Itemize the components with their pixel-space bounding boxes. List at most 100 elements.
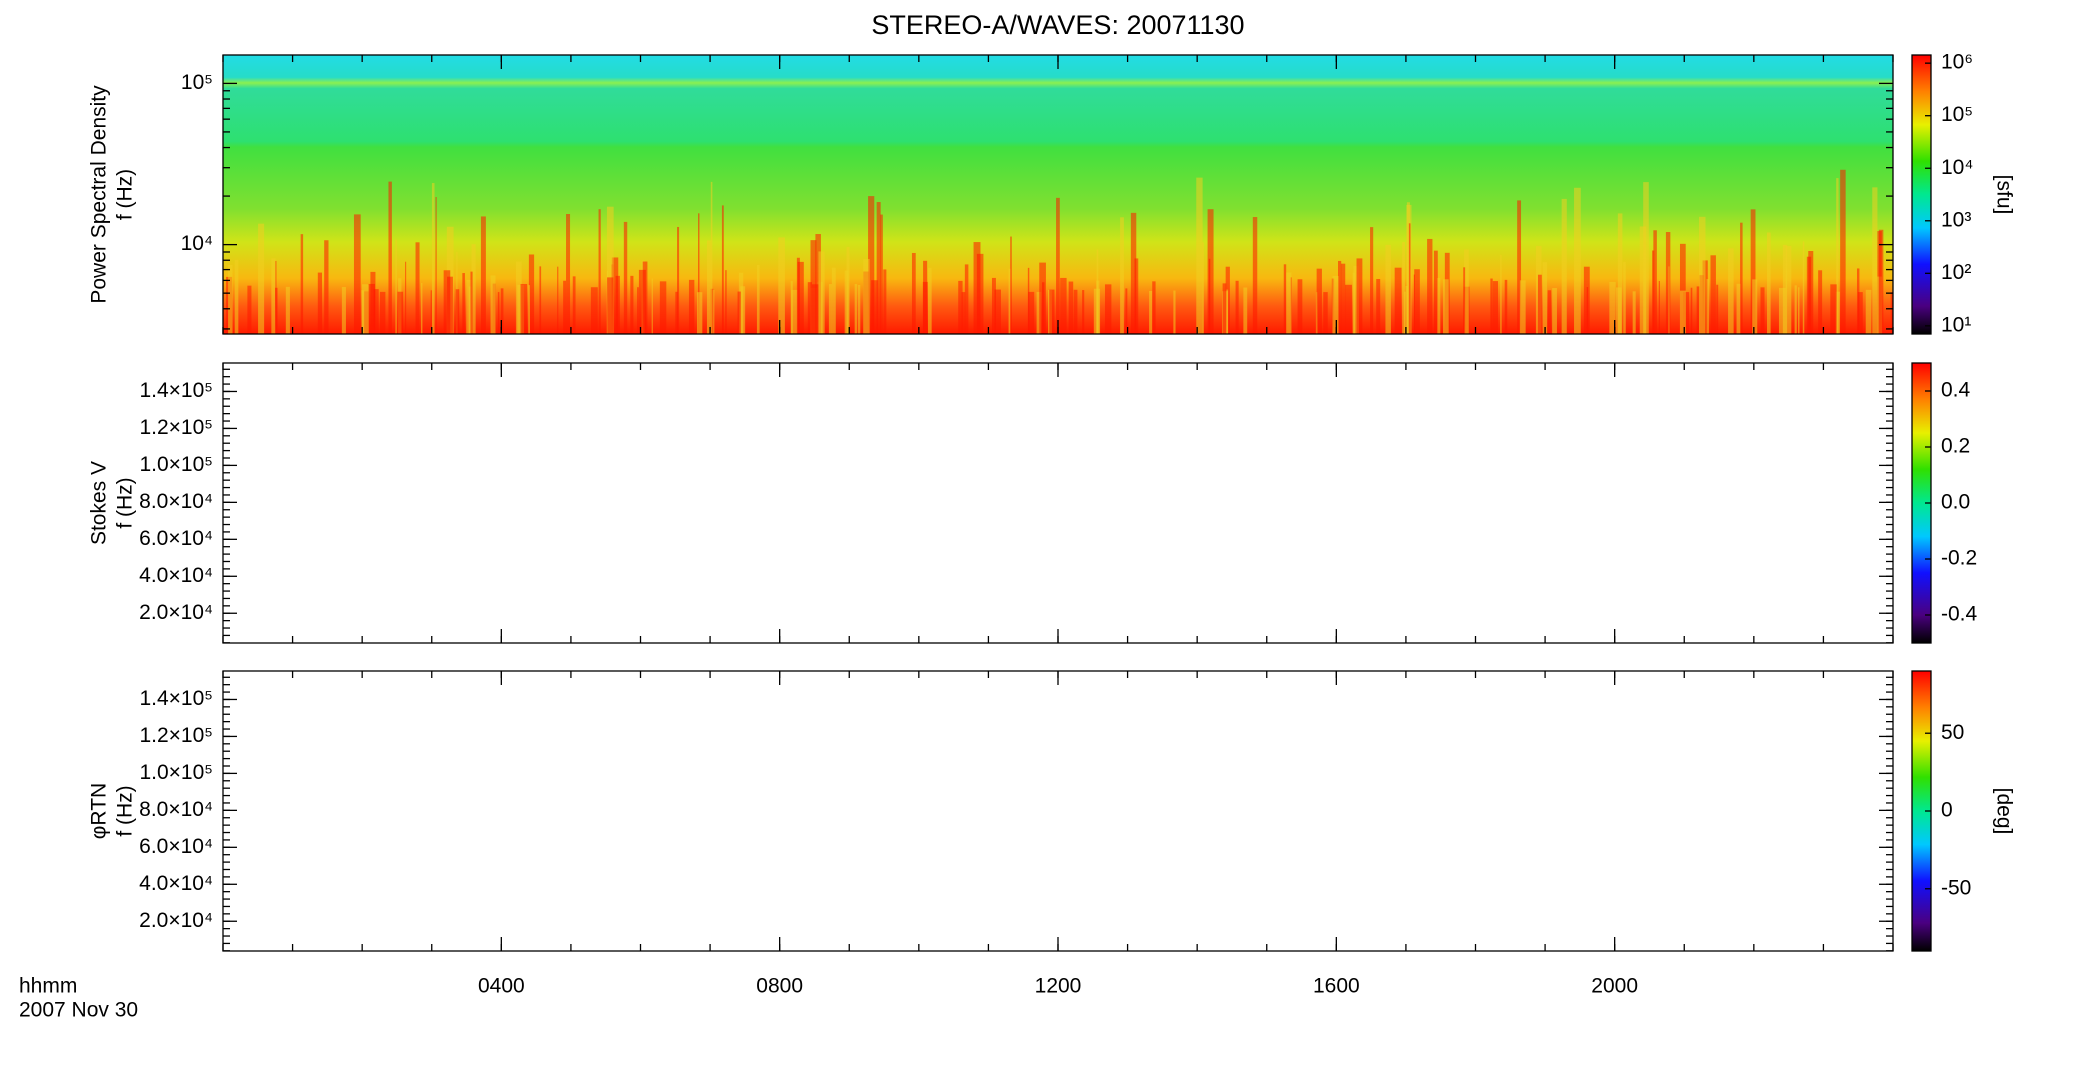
spectrogram-streak: [1039, 262, 1046, 334]
y-tick-label: 6.0×10⁴: [139, 527, 213, 550]
spectrogram-streak: [462, 273, 465, 334]
spectrogram-streak: [1408, 223, 1411, 334]
x-axis-label: 2007 Nov 30: [19, 999, 138, 1022]
spectrogram-streak: [1345, 284, 1352, 334]
spectrogram-streak: [1653, 230, 1657, 334]
spectrogram-streak: [1643, 182, 1649, 334]
spectrogram-streak: [1586, 287, 1589, 334]
spectrogram-streak: [1353, 265, 1359, 334]
spectrogram-streak: [1736, 283, 1741, 334]
spectrogram-streak: [563, 280, 567, 334]
spectrogram-streak: [1706, 279, 1709, 334]
y-tick-label: 8.0×10⁴: [139, 798, 213, 821]
spectrogram-streak: [1552, 288, 1557, 334]
y-tick-label: 1.2×10⁵: [139, 416, 213, 439]
colorbar-tick-label: 10³: [1941, 208, 1971, 231]
spectrogram-streak: [1537, 274, 1542, 334]
spectrogram-streak: [1356, 258, 1363, 334]
spectrogram-streak: [471, 244, 476, 334]
spectrogram-streak: [275, 260, 277, 334]
spectrogram-streak: [1696, 286, 1700, 334]
spectrogram-streak: [1376, 278, 1381, 334]
spectrogram-streak: [868, 196, 875, 334]
spectrogram-streak: [430, 290, 432, 334]
spectrogram-streak: [1658, 281, 1660, 334]
spectrogram-streak: [370, 271, 376, 334]
spectrogram-streak: [1818, 270, 1823, 334]
spectrogram-streak: [606, 206, 614, 334]
spectrogram-streak: [1782, 244, 1788, 334]
spectrogram-streak: [1414, 269, 1420, 334]
spectrogram-streak: [961, 292, 966, 334]
spectrogram-streak: [353, 214, 361, 334]
spectrogram-streak: [566, 213, 571, 334]
colorbar-tick-label: -0.2: [1941, 547, 1977, 570]
spectrogram-streak: [791, 289, 798, 334]
colorbar-tick-label: -0.4: [1941, 603, 1978, 626]
spectrogram-streak: [1338, 260, 1342, 334]
colorbar-tick-label: -50: [1941, 876, 1971, 899]
colorbar-tick-label: 50: [1941, 721, 1964, 744]
spectrogram-streak: [466, 279, 473, 334]
spectrogram-streak: [421, 283, 423, 334]
spectrogram-streak: [1010, 236, 1012, 334]
spectrogram-streak: [1332, 275, 1339, 334]
spectrogram-streak: [1463, 267, 1466, 334]
spectrogram-streak: [1561, 198, 1567, 334]
spectrogram-streak: [1547, 290, 1552, 334]
spectrogram-streak: [1740, 222, 1743, 334]
spectrogram-streak: [1297, 279, 1303, 334]
spectrogram-streak: [528, 285, 530, 334]
spectrogram-streak: [1385, 244, 1391, 334]
spectrogram-streak: [637, 287, 639, 334]
y-tick-label: 2.0×10⁴: [139, 909, 213, 932]
spectrogram-streak: [911, 252, 916, 334]
spectrogram-streak: [1690, 287, 1693, 334]
colorbar: [1911, 54, 1932, 335]
spectrogram-streak: [1427, 238, 1433, 334]
spectrogram-streak: [324, 240, 329, 334]
spectrogram-streak: [994, 289, 1001, 334]
spectrogram-streak: [1340, 263, 1346, 334]
spectrogram-streak: [572, 276, 576, 334]
y-axis-label: Power Spectral Density: [88, 85, 111, 304]
spectrogram-streak: [1352, 272, 1356, 334]
spectrogram-streak: [810, 240, 817, 334]
spectrogram-streak: [964, 264, 969, 334]
colorbar-label: [sfu]: [1992, 175, 2015, 215]
spectrogram-streak: [1617, 213, 1623, 334]
spectrogram-streak: [863, 258, 870, 334]
spectrogram-streak: [1402, 242, 1405, 334]
spectrogram-streak: [271, 258, 276, 334]
spectrogram-streak: [395, 239, 397, 334]
y-tick-label: 10⁴: [181, 232, 213, 255]
spectrogram-streak: [815, 234, 821, 334]
spectrogram-streak: [1683, 292, 1690, 334]
spectrogram-streak: [1068, 281, 1074, 334]
spectrogram-streak: [1665, 232, 1671, 334]
spectrogram-streak: [1222, 283, 1227, 334]
x-tick-label: 1200: [1035, 975, 1082, 998]
spectrogram-streak: [528, 254, 535, 334]
spectrogram-streak: [520, 283, 528, 334]
spectrogram-streak: [1752, 279, 1758, 334]
spectrogram-streak: [341, 286, 346, 334]
spectrogram-streak: [1082, 290, 1085, 334]
plot-frame: [222, 362, 1894, 644]
spectrogram-streak: [300, 234, 304, 334]
spectrogram-streak: [1437, 277, 1441, 334]
spectrogram-streak: [1679, 243, 1686, 334]
y-tick-label: 4.0×10⁴: [139, 872, 213, 895]
y-tick-label: 1.0×10⁵: [139, 453, 213, 476]
spectrogram-streak: [470, 271, 473, 334]
spectrogram-streak: [480, 216, 486, 334]
spectrogram-streak: [258, 223, 265, 334]
spectrogram-streak: [871, 280, 878, 334]
spectrogram-streak: [651, 278, 653, 334]
spectrogram-streak: [883, 269, 887, 334]
spectrogram-streak: [958, 280, 963, 334]
spectrogram-streak: [1517, 200, 1522, 334]
spectrogram-streak: [1698, 216, 1706, 334]
spectrogram-streak: [1542, 262, 1548, 334]
